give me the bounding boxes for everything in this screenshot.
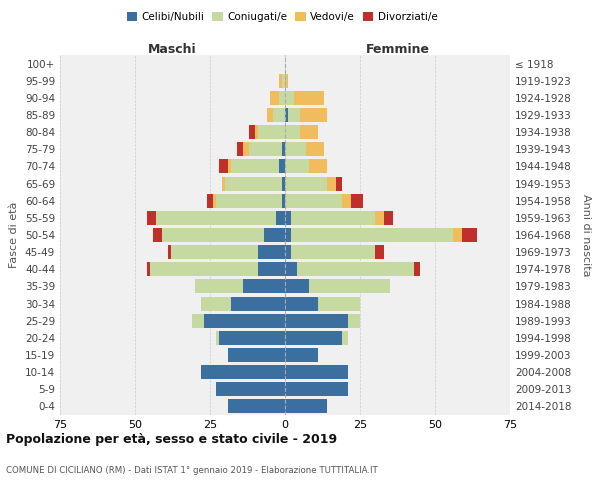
Bar: [156, 211, 276, 225]
Bar: [228, 400, 285, 413]
Bar: [192, 314, 204, 328]
Text: COMUNE DI CICILIANO (RM) - Dati ISTAT 1° gennaio 2019 - Elaborazione TUTTITALIA.: COMUNE DI CICILIANO (RM) - Dati ISTAT 1°…: [6, 466, 378, 475]
Bar: [285, 211, 291, 225]
Bar: [204, 314, 285, 328]
Bar: [279, 91, 285, 105]
Bar: [285, 74, 288, 88]
Bar: [294, 91, 324, 105]
Bar: [285, 176, 327, 190]
Bar: [237, 142, 243, 156]
Y-axis label: Anni di nascita: Anni di nascita: [581, 194, 591, 276]
Bar: [216, 331, 219, 345]
Bar: [291, 228, 453, 242]
Bar: [282, 176, 285, 190]
Bar: [285, 331, 342, 345]
Text: Popolazione per età, sesso e stato civile - 2019: Popolazione per età, sesso e stato civil…: [6, 432, 337, 446]
Bar: [273, 108, 285, 122]
Bar: [285, 108, 288, 122]
Bar: [285, 400, 327, 413]
Bar: [300, 108, 327, 122]
Bar: [297, 262, 414, 276]
Bar: [228, 348, 285, 362]
Bar: [243, 280, 285, 293]
Bar: [291, 245, 375, 259]
Bar: [384, 211, 393, 225]
Bar: [270, 91, 279, 105]
Bar: [285, 348, 318, 362]
Bar: [375, 245, 384, 259]
Bar: [258, 245, 285, 259]
Bar: [282, 142, 285, 156]
Bar: [342, 331, 348, 345]
Bar: [258, 262, 285, 276]
Bar: [309, 280, 390, 293]
Bar: [300, 125, 318, 139]
Bar: [225, 176, 282, 190]
Bar: [207, 194, 213, 207]
Bar: [285, 91, 294, 105]
Bar: [147, 262, 150, 276]
Bar: [285, 314, 348, 328]
Bar: [201, 296, 231, 310]
Bar: [264, 228, 285, 242]
Bar: [216, 194, 282, 207]
Bar: [336, 176, 342, 190]
Bar: [348, 314, 360, 328]
Bar: [279, 160, 285, 173]
Bar: [243, 142, 249, 156]
Bar: [285, 280, 309, 293]
Bar: [285, 296, 318, 310]
Bar: [162, 228, 264, 242]
Bar: [318, 296, 360, 310]
Bar: [285, 228, 291, 242]
Bar: [285, 160, 309, 173]
Bar: [168, 245, 171, 259]
Bar: [231, 160, 279, 173]
Bar: [285, 262, 297, 276]
Bar: [276, 211, 285, 225]
Bar: [228, 160, 231, 173]
Y-axis label: Fasce di età: Fasce di età: [10, 202, 19, 268]
Bar: [285, 245, 291, 259]
Bar: [282, 74, 285, 88]
Bar: [219, 160, 228, 173]
Text: Maschi: Maschi: [148, 43, 197, 56]
Bar: [195, 280, 243, 293]
Bar: [351, 194, 363, 207]
Bar: [342, 194, 351, 207]
Bar: [462, 228, 477, 242]
Bar: [201, 365, 285, 379]
Bar: [153, 228, 162, 242]
Bar: [249, 142, 282, 156]
Bar: [267, 108, 273, 122]
Bar: [249, 125, 255, 139]
Bar: [171, 245, 258, 259]
Bar: [147, 211, 156, 225]
Bar: [291, 211, 375, 225]
Bar: [285, 382, 348, 396]
Bar: [288, 108, 300, 122]
Bar: [285, 125, 300, 139]
Bar: [285, 194, 342, 207]
Bar: [216, 382, 285, 396]
Bar: [414, 262, 420, 276]
Bar: [255, 125, 258, 139]
Bar: [258, 125, 285, 139]
Bar: [453, 228, 462, 242]
Text: Femmine: Femmine: [365, 43, 430, 56]
Bar: [282, 194, 285, 207]
Bar: [279, 74, 282, 88]
Bar: [213, 194, 216, 207]
Bar: [375, 211, 384, 225]
Bar: [327, 176, 336, 190]
Bar: [150, 262, 258, 276]
Bar: [219, 331, 285, 345]
Bar: [309, 160, 327, 173]
Bar: [222, 176, 225, 190]
Bar: [285, 365, 348, 379]
Bar: [231, 296, 285, 310]
Bar: [285, 142, 306, 156]
Legend: Celibi/Nubili, Coniugati/e, Vedovi/e, Divorziati/e: Celibi/Nubili, Coniugati/e, Vedovi/e, Di…: [122, 8, 442, 26]
Bar: [306, 142, 324, 156]
